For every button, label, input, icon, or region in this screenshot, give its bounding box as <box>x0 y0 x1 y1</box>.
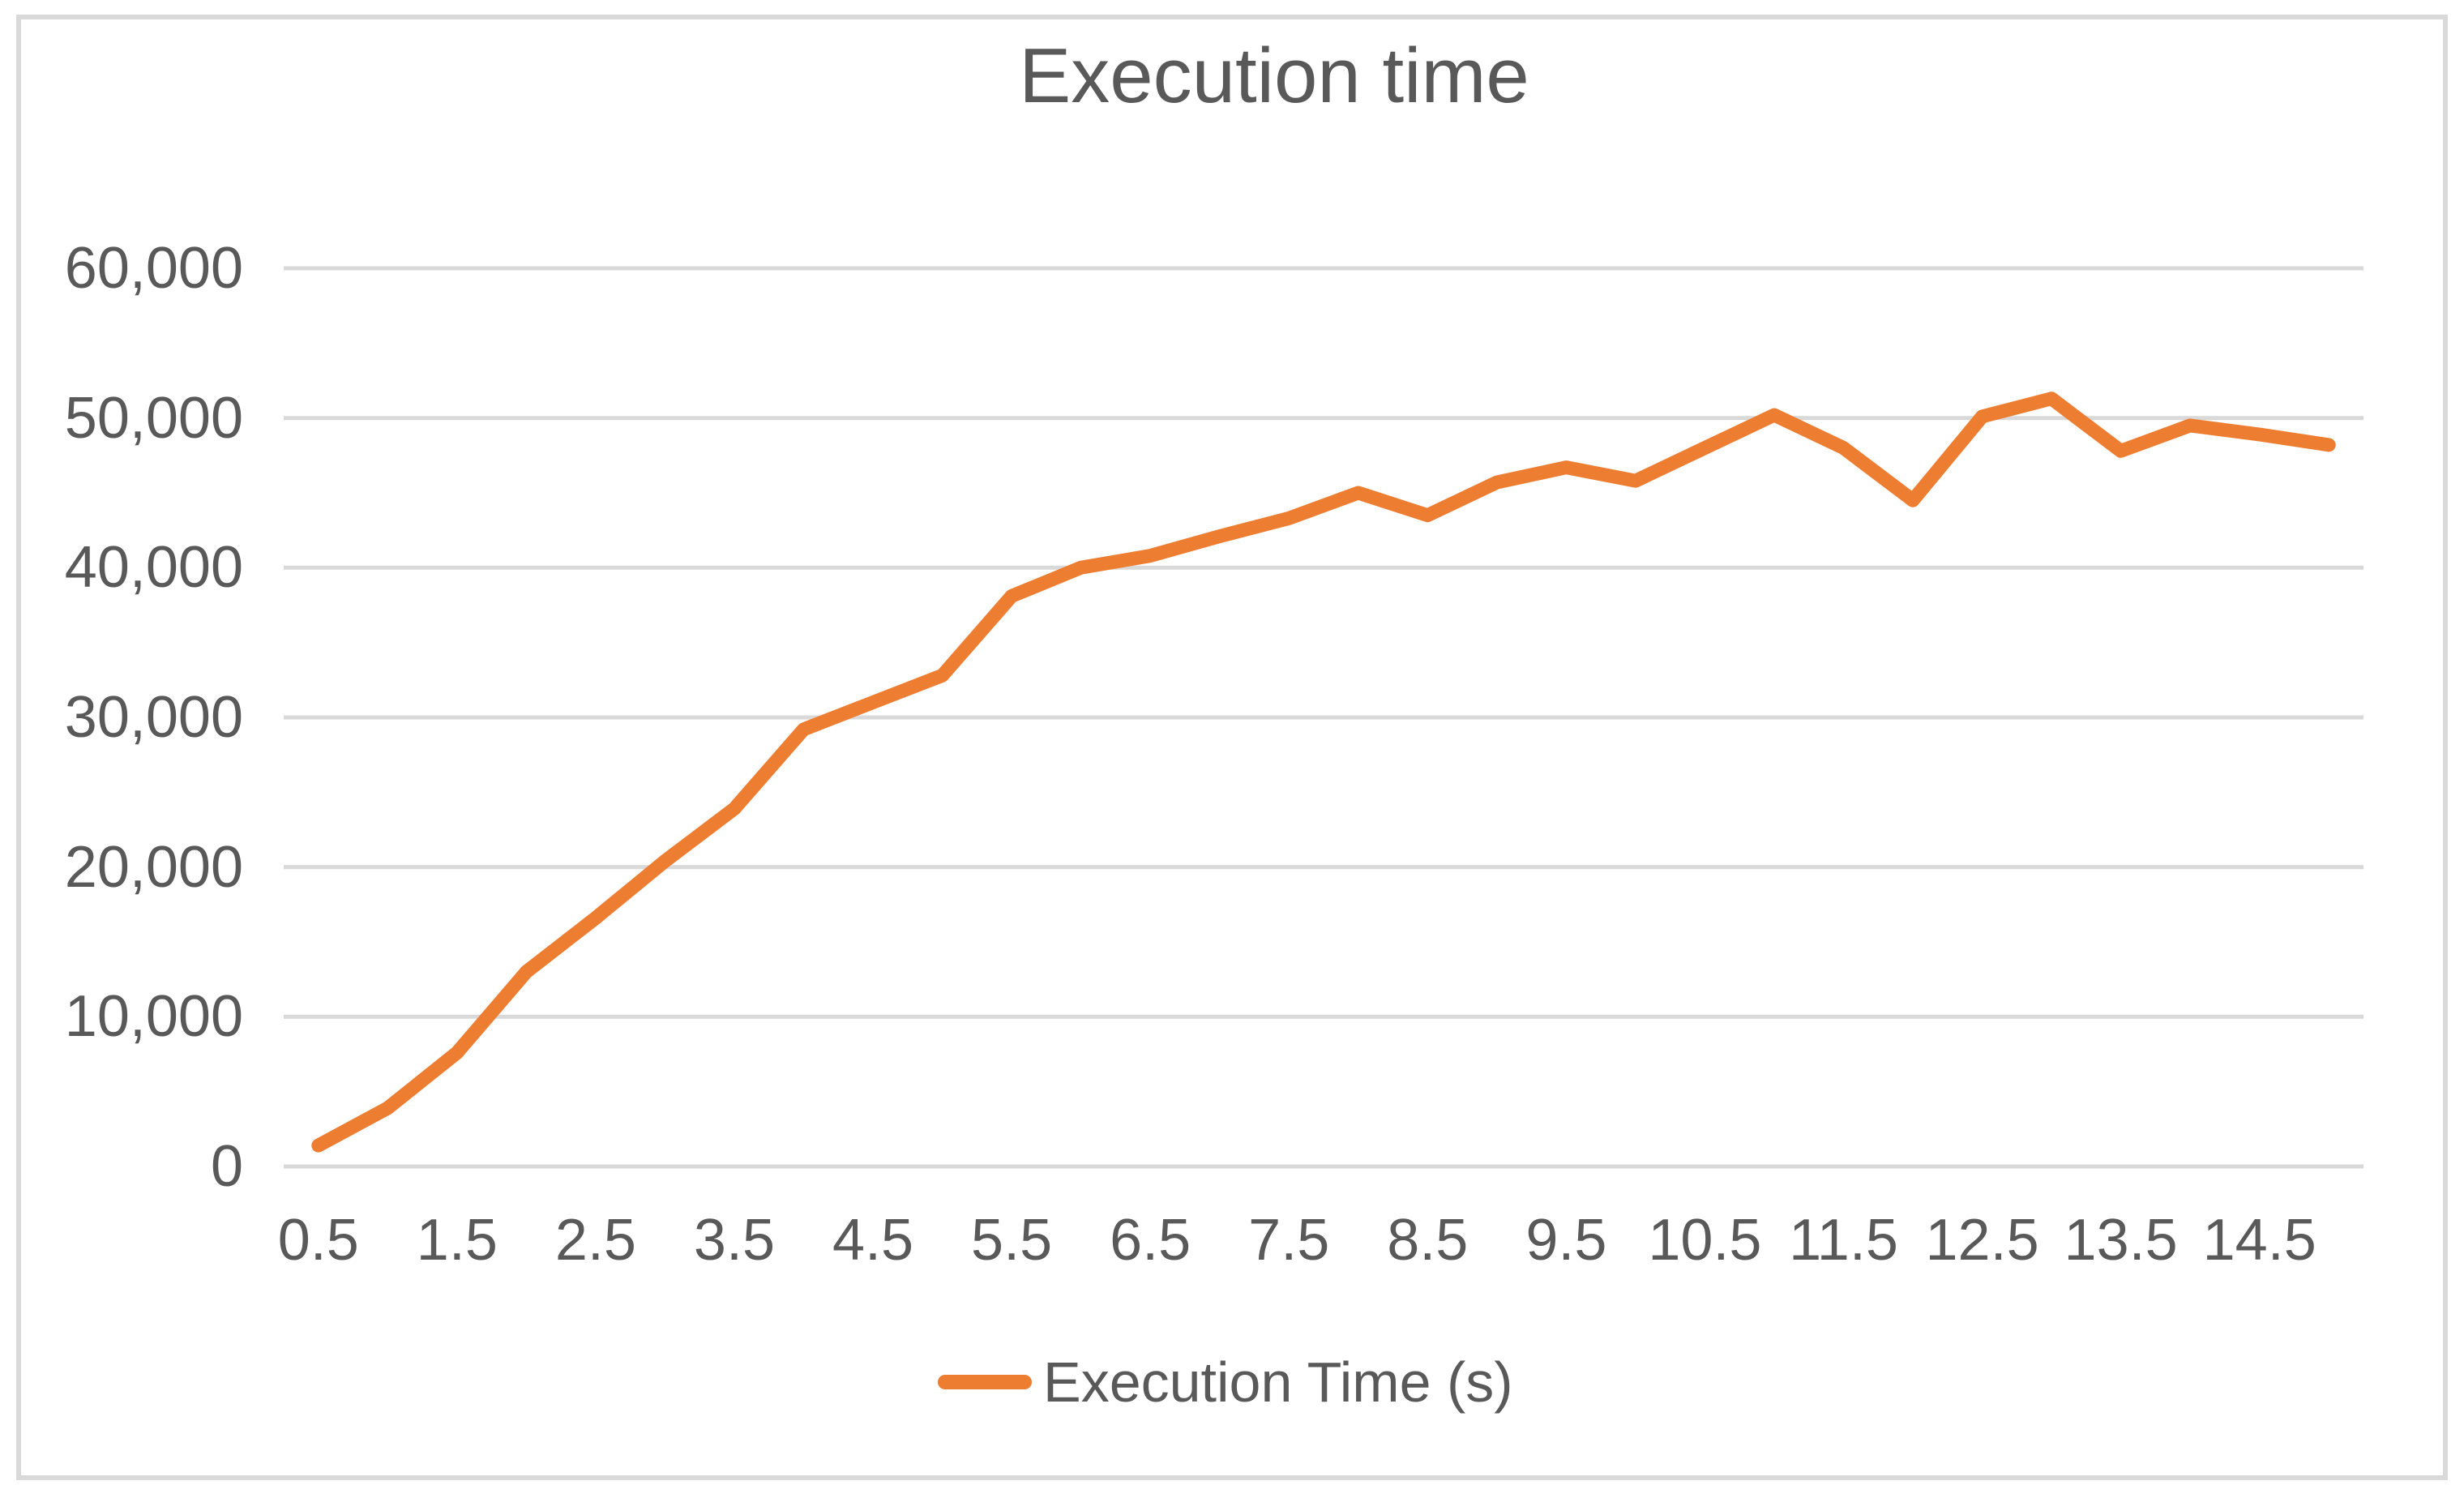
y-tick-label-40,000: 40,000 <box>64 535 243 601</box>
y-tick-label-20,000: 20,000 <box>64 834 243 900</box>
chart-title: Execution time <box>1019 32 1529 119</box>
x-tick-label-12.5: 12.5 <box>1925 1208 2039 1273</box>
chart-border <box>16 15 2448 1480</box>
y-tick-label-50,000: 50,000 <box>64 385 243 451</box>
x-tick-label-11.5: 11.5 <box>1789 1208 1898 1273</box>
x-tick-label-8.5: 8.5 <box>1387 1208 1469 1273</box>
y-tick-label-0: 0 <box>210 1134 243 1199</box>
y-tick-label-30,000: 30,000 <box>64 685 243 750</box>
series-line-execution-time <box>311 392 2336 1153</box>
x-tick-label-13.5: 13.5 <box>2064 1208 2178 1273</box>
x-tick-label-10.5: 10.5 <box>1648 1208 1762 1273</box>
legend: Execution Time (s) <box>938 1347 1513 1417</box>
x-tick-label-0.5: 0.5 <box>277 1208 359 1273</box>
x-tick-label-4.5: 4.5 <box>832 1208 914 1273</box>
x-tick-label-7.5: 7.5 <box>1248 1208 1330 1273</box>
x-tick-label-1.5: 1.5 <box>416 1208 498 1273</box>
x-tick-label-5.5: 5.5 <box>971 1208 1053 1273</box>
x-tick-label-3.5: 3.5 <box>693 1208 775 1273</box>
x-tick-label-6.5: 6.5 <box>1110 1208 1191 1273</box>
legend-label: Execution Time (s) <box>1043 1350 1513 1414</box>
x-tick-label-14.5: 14.5 <box>2202 1208 2316 1273</box>
y-tick-label-10,000: 10,000 <box>64 984 243 1050</box>
legend-line-swatch <box>938 1375 1032 1389</box>
y-tick-label-60,000: 60,000 <box>64 236 243 301</box>
x-tick-label-2.5: 2.5 <box>554 1208 636 1273</box>
x-tick-label-9.5: 9.5 <box>1525 1208 1607 1273</box>
